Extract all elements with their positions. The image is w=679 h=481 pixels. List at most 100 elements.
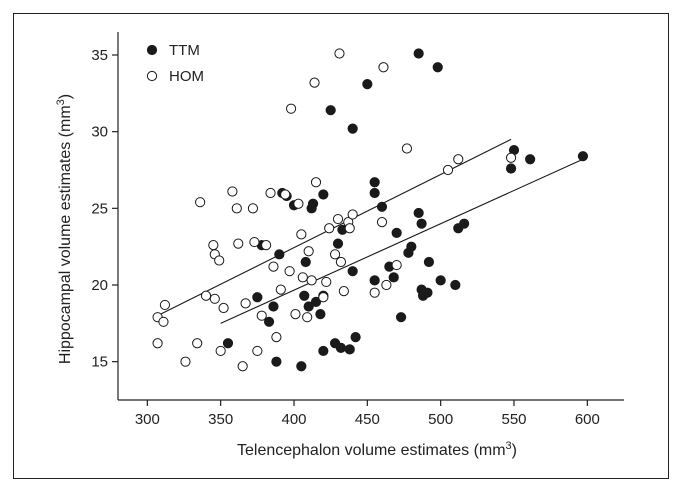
point-hom	[180, 356, 191, 367]
point-hom	[231, 203, 242, 214]
x-tick-label: 500	[428, 411, 453, 428]
x-tick-label: 300	[135, 411, 160, 428]
point-ttm	[376, 201, 388, 212]
point-ttm	[369, 187, 380, 199]
y-tick-label: 25	[91, 200, 108, 217]
point-ttm	[347, 266, 358, 277]
axes: 300 350 400 450 500 550 600 15 20 25 30 35	[91, 32, 624, 428]
point-hom	[453, 154, 464, 165]
point-ttm	[344, 344, 355, 355]
point-ttm	[310, 296, 322, 307]
y-axis-title: Hippocampal volume estimates (mm3)	[55, 94, 74, 364]
y-axis-title-sup: 3	[55, 99, 67, 105]
point-hom	[306, 275, 317, 286]
x-tick-label: 450	[355, 411, 380, 428]
trendlines	[157, 138, 584, 324]
point-hom	[344, 223, 355, 234]
point-ttm	[300, 256, 311, 268]
point-hom	[401, 143, 413, 154]
y-tick-label: 35	[91, 47, 108, 64]
point-hom	[240, 298, 251, 309]
point-ttm	[274, 249, 285, 260]
point-hom	[261, 240, 272, 251]
point-hom	[381, 279, 392, 291]
x-tick-label: 400	[281, 411, 306, 428]
point-hom	[275, 284, 286, 295]
point-hom	[159, 299, 171, 311]
point-hom	[152, 338, 163, 349]
point-ttm	[406, 241, 417, 252]
point-hom	[215, 345, 226, 357]
point-ttm	[263, 316, 275, 327]
point-hom	[268, 261, 279, 272]
point-hom	[252, 345, 263, 357]
point-ttm	[413, 207, 424, 219]
point-ttm	[303, 301, 314, 312]
point-hom	[284, 266, 295, 277]
point-ttm	[459, 218, 470, 229]
x-axis-title-sup: 3	[506, 440, 512, 452]
point-ttm	[413, 48, 424, 59]
point-hom	[334, 48, 345, 59]
y-axis-title-end: )	[57, 94, 74, 99]
x-tick-label: 550	[501, 411, 526, 428]
point-hom	[303, 246, 314, 257]
point-hom	[378, 62, 389, 73]
point-hom	[347, 209, 358, 220]
point-ttm	[525, 154, 536, 165]
x-tick-label: 350	[208, 411, 233, 428]
point-hom	[209, 293, 220, 304]
legend: TTM HOM	[146, 42, 204, 85]
point-ttm	[422, 287, 433, 298]
point-ttm	[347, 123, 358, 134]
point-hom	[391, 259, 402, 271]
point-ttm	[271, 356, 282, 367]
point-ttm	[332, 238, 344, 249]
point-ttm	[450, 279, 461, 291]
point-hom	[227, 186, 238, 197]
point-ttm	[505, 163, 517, 174]
point-ttm	[391, 227, 402, 238]
point-ttm	[325, 105, 336, 116]
point-hom	[195, 197, 206, 208]
point-hom	[265, 187, 276, 199]
y-tick-label: 15	[91, 354, 108, 371]
point-hom	[208, 240, 219, 251]
point-hom	[302, 312, 313, 323]
point-ttm	[296, 361, 307, 372]
point-hom	[335, 256, 347, 268]
point-hom	[249, 236, 260, 248]
point-hom	[332, 213, 344, 225]
point-ttm	[222, 338, 234, 349]
point-hom	[256, 310, 267, 321]
point-ttm	[577, 151, 589, 162]
point-hom	[293, 198, 304, 209]
point-ttm	[435, 275, 446, 286]
point-hom	[285, 103, 297, 114]
point-hom	[218, 302, 229, 314]
point-hom	[318, 292, 329, 303]
data-points	[152, 48, 589, 372]
legend-label-ttm: TTM	[169, 42, 200, 59]
legend-label-hom: HOM	[169, 68, 204, 85]
point-ttm	[369, 177, 380, 188]
point-hom	[237, 361, 248, 372]
point-hom	[158, 316, 169, 327]
point-hom	[376, 217, 388, 228]
point-ttm	[252, 292, 263, 303]
point-hom	[290, 309, 301, 320]
point-ttm	[335, 342, 347, 353]
point-ttm	[432, 62, 443, 73]
point-hom	[247, 203, 259, 214]
legend-marker-hom	[146, 70, 158, 82]
trendline-ttm	[220, 158, 584, 324]
point-hom	[200, 290, 212, 301]
point-hom	[324, 223, 335, 234]
y-tick-label: 30	[91, 124, 108, 141]
point-ttm	[362, 79, 373, 90]
point-hom	[310, 177, 322, 188]
x-axis-title-main: Telencephalon volume estimates (mm	[237, 442, 506, 459]
legend-marker-ttm	[146, 44, 158, 56]
x-axis-title-end: )	[512, 442, 517, 459]
x-axis-title: Telencephalon volume estimates (mm3)	[237, 440, 517, 459]
